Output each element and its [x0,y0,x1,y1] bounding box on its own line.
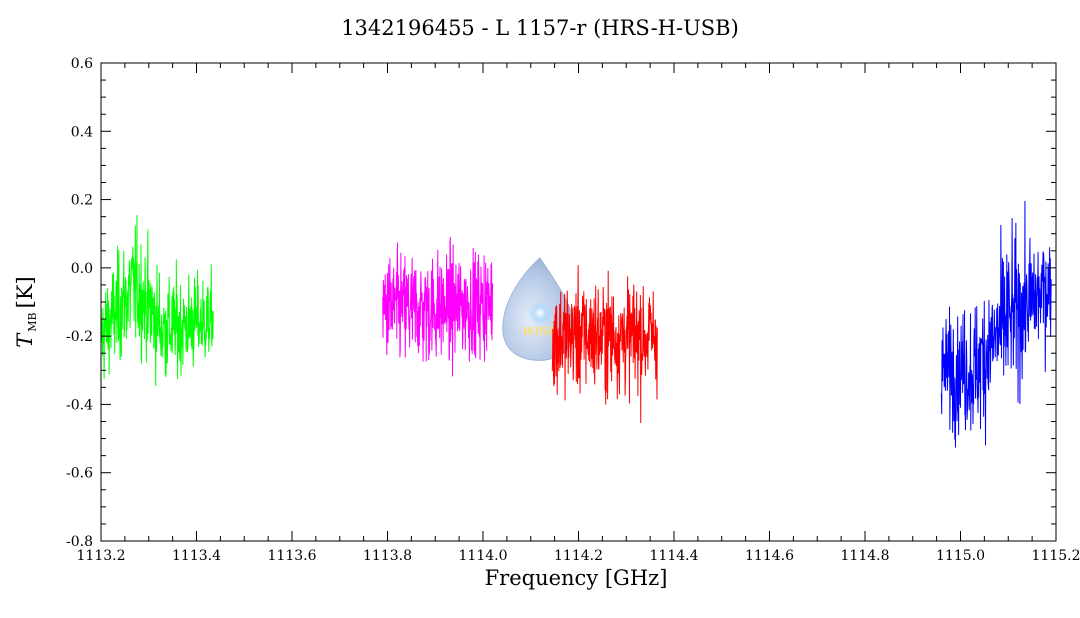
y-tick-label: -0.8 [66,534,93,550]
y-axis-label: TMB [K] [13,276,39,347]
spectrum-series-group [100,200,1052,448]
y-tick-label: 0.2 [71,193,93,209]
watermark-text: WISH [522,325,558,338]
chart-title: 1342196455 - L 1157-r (HRS-H-USB) [341,16,739,40]
x-tick-label: 1113.8 [363,548,412,564]
x-tick-label: 1113.6 [268,548,317,564]
x-tick-label: 1115.2 [1032,548,1080,564]
spectrum-series-2 [382,236,494,377]
x-axis-label: Frequency [GHz] [484,566,668,590]
x-tick-label: 1113.4 [172,548,221,564]
y-axis-subscript: MB [26,312,39,332]
y-tick-label: -0.6 [66,466,93,482]
x-tick-label: 1113.2 [77,548,126,564]
y-axis-unit: [K] [13,276,37,309]
spectrum-series-3 [551,264,658,424]
y-tick-label: 0.0 [71,261,93,277]
x-tick-label: 1114.2 [554,548,603,564]
axis-ticks: 1113.2 1113.4 1113.6 1113.8 1114.0 1114.2 1114… [66,56,1080,564]
y-tick-label: -0.2 [66,329,93,345]
y-tick-label: 0.4 [71,124,93,140]
y-axis-symbol: T [13,333,37,348]
spectrum-series-1 [100,214,214,387]
y-tick-label: -0.4 [66,397,93,413]
x-tick-label: 1114.6 [745,548,794,564]
x-tick-label: 1115.0 [936,548,985,564]
y-tick-label: 0.6 [71,56,93,72]
x-tick-label: 1114.8 [841,548,890,564]
x-tick-label: 1114.0 [459,548,508,564]
x-tick-label: 1114.4 [650,548,699,564]
spectrum-series-4 [940,200,1052,448]
